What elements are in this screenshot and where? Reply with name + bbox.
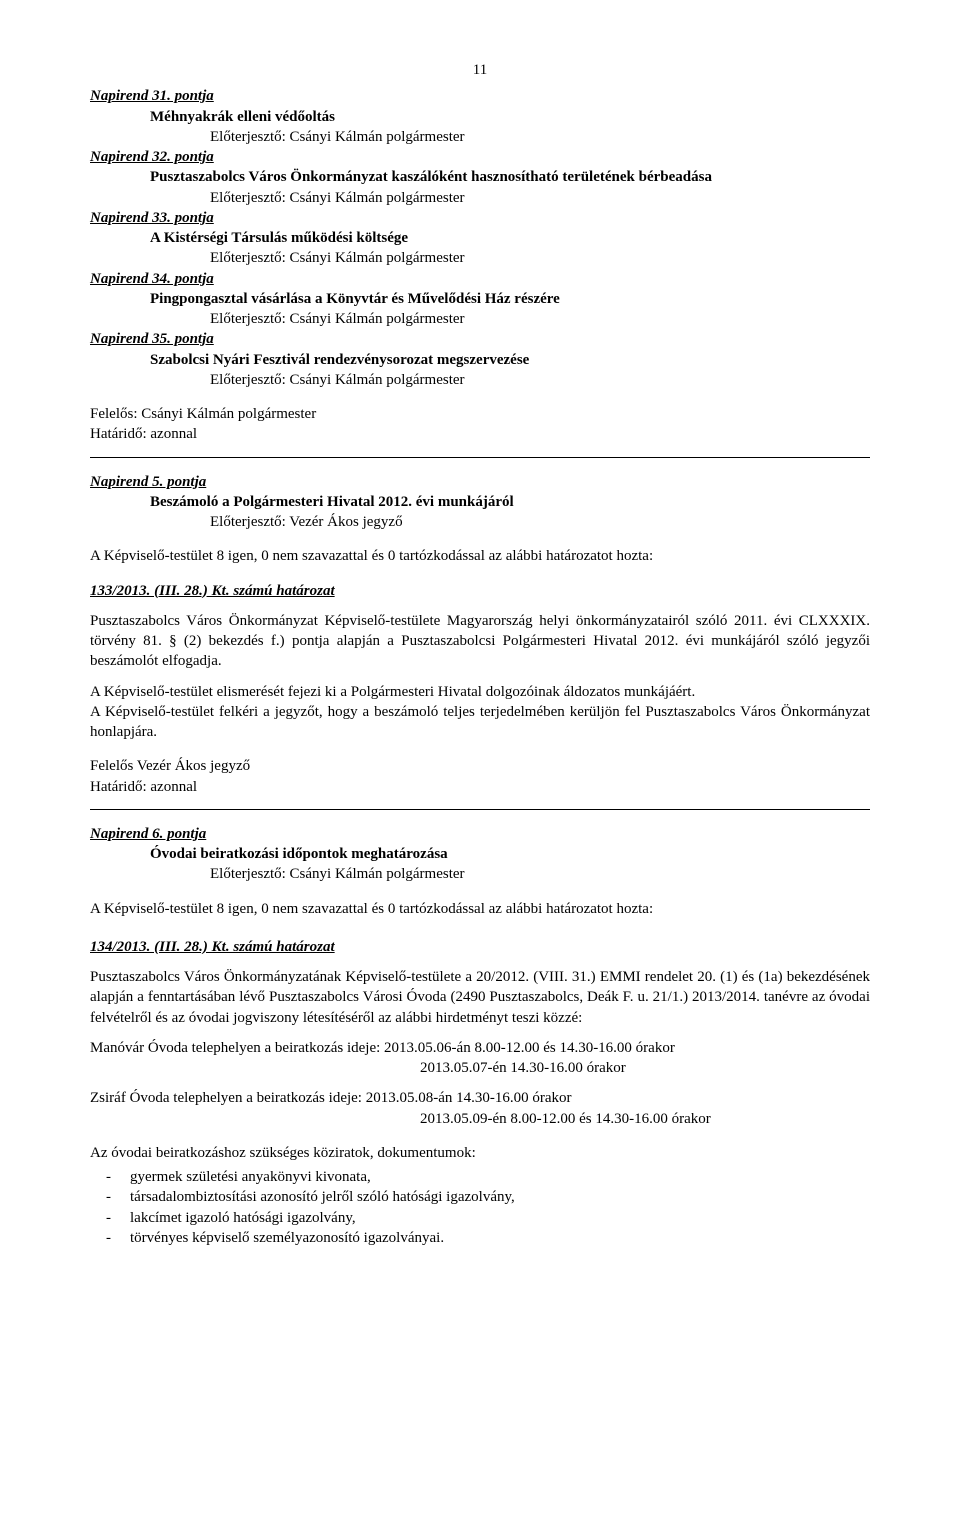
docs-list: gyermek születési anyakönyvi kivonata,tá…	[90, 1167, 870, 1248]
napirend-title: Napirend 35. pontja	[90, 331, 214, 347]
felelos-line: Felelős: Csányi Kálmán polgármester	[90, 404, 870, 424]
hatarido-line: Határidő: azonnal	[90, 424, 870, 444]
paragraph-block: Pusztaszabolcs Város Önkormányzat Képvis…	[90, 611, 870, 743]
list-item: gyermek születési anyakönyvi kivonata,	[130, 1167, 870, 1187]
paragraph: Pusztaszabolcs Város Önkormányzat Képvis…	[90, 611, 870, 672]
napirend-list: Napirend 31. pontja Méhnyakrák elleni véd…	[90, 86, 870, 390]
time-line: 2013.05.09-én 8.00-12.00 és 14.30-16.00 …	[90, 1109, 870, 1129]
paragraph: Pusztaszabolcs Város Önkormányzatának Ké…	[90, 967, 870, 1028]
napirend-title: Napirend 31. pontja	[90, 88, 214, 104]
napirend-title: Napirend 6. pontja	[90, 826, 206, 842]
paragraph: A Képviselő-testület elismerését fejezi …	[90, 682, 870, 702]
napirend-subject: Pingpongasztal vásárlása a Könyvtár és M…	[150, 289, 870, 309]
napirend-subject: Szabolcsi Nyári Fesztivál rendezvénysoro…	[150, 350, 870, 370]
vote-line: A Képviselő-testület 8 igen, 0 nem szava…	[90, 546, 870, 566]
napirend-presenter: Előterjesztő: Csányi Kálmán polgármester	[210, 864, 870, 884]
napirend-presenter: Előterjesztő: Vezér Ákos jegyző	[210, 512, 870, 532]
time-block: Zsiráf Óvoda telephelyen a beiratkozás i…	[90, 1088, 870, 1129]
napirend-subject: Óvodai beiratkozási időpontok meghatároz…	[150, 844, 870, 864]
napirend-presenter: Előterjesztő: Csányi Kálmán polgármester	[210, 127, 870, 147]
napirend-subject: Pusztaszabolcs Város Önkormányzat kaszál…	[150, 167, 870, 187]
hatarozat-number: 133/2013. (III. 28.) Kt. számú határozat	[90, 583, 335, 599]
vote-line: A Képviselő-testület 8 igen, 0 nem szava…	[90, 899, 870, 919]
napirend-presenter: Előterjesztő: Csányi Kálmán polgármester	[210, 248, 870, 268]
page-number: 11	[90, 60, 870, 80]
napirend-presenter: Előterjesztő: Csányi Kálmán polgármester	[210, 309, 870, 329]
list-item: törvényes képviselő személyazonosító iga…	[130, 1228, 870, 1248]
napirend-title: Napirend 34. pontja	[90, 271, 214, 287]
divider	[90, 809, 870, 810]
list-item: társadalombiztosítási azonosító jelről s…	[130, 1187, 870, 1207]
napirend-subject: Beszámoló a Polgármesteri Hivatal 2012. …	[150, 492, 870, 512]
time-line: Zsiráf Óvoda telephelyen a beiratkozás i…	[90, 1088, 870, 1108]
napirend-subject: A Kistérségi Társulás működési költsége	[150, 228, 870, 248]
napirend-title: Napirend 5. pontja	[90, 474, 206, 490]
divider	[90, 457, 870, 458]
felelos-line: Felelős Vezér Ákos jegyző	[90, 756, 870, 776]
time-line: Manóvár Óvoda telephelyen a beiratkozás …	[90, 1038, 870, 1058]
napirend-presenter: Előterjesztő: Csányi Kálmán polgármester	[210, 188, 870, 208]
hatarozat-number: 134/2013. (III. 28.) Kt. számú határozat	[90, 939, 335, 955]
napirend-subject: Méhnyakrák elleni védőoltás	[150, 107, 870, 127]
napirend-title: Napirend 33. pontja	[90, 210, 214, 226]
paragraph: A Képviselő-testület felkéri a jegyzőt, …	[90, 702, 870, 743]
time-line: 2013.05.07-én 14.30-16.00 órakor	[90, 1058, 870, 1078]
napirend-presenter: Előterjesztő: Csányi Kálmán polgármester	[210, 370, 870, 390]
docs-intro: Az óvodai beiratkozáshoz szükséges közir…	[90, 1143, 870, 1163]
list-item: lakcímet igazoló hatósági igazolvány,	[130, 1208, 870, 1228]
hatarido-line: Határidő: azonnal	[90, 777, 870, 797]
time-block: Manóvár Óvoda telephelyen a beiratkozás …	[90, 1038, 870, 1079]
napirend-title: Napirend 32. pontja	[90, 149, 214, 165]
